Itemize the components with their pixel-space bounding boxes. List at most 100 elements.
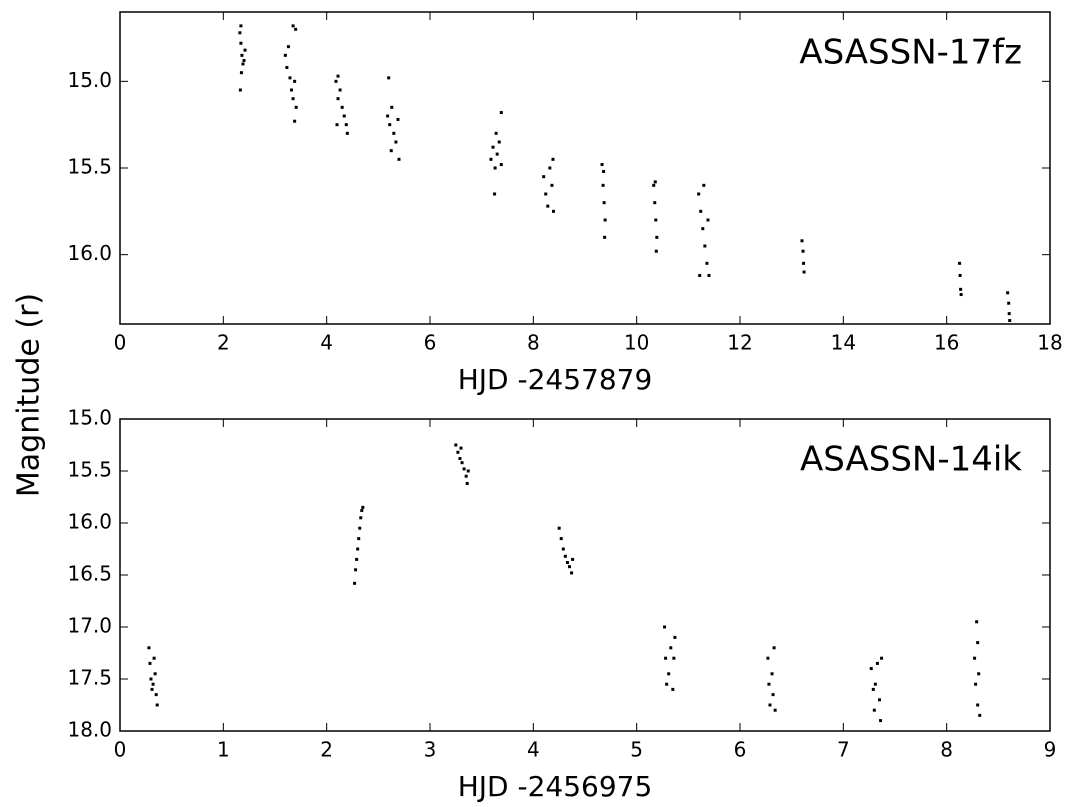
data-point — [872, 708, 876, 712]
data-point — [958, 261, 962, 265]
data-point — [147, 646, 151, 650]
data-point — [880, 656, 884, 660]
data-point — [154, 693, 158, 697]
data-point — [396, 117, 400, 121]
x-tick-label: 8 — [527, 331, 540, 355]
x-tick-label: 4 — [527, 738, 540, 762]
data-point — [294, 27, 298, 31]
data-point — [551, 157, 555, 161]
data-point — [871, 687, 875, 691]
data-point — [1007, 312, 1011, 316]
data-point — [667, 672, 671, 676]
x-tick-label: 6 — [734, 738, 747, 762]
data-point — [499, 111, 503, 115]
data-point — [701, 227, 705, 231]
data-point — [542, 175, 546, 179]
x-tick-label: 12 — [727, 331, 752, 355]
data-point — [977, 672, 981, 676]
data-point — [653, 201, 657, 205]
data-point — [340, 105, 344, 109]
data-point — [243, 48, 247, 52]
data-point — [873, 682, 877, 686]
y-tick-label: 16.5 — [67, 562, 112, 586]
data-point — [456, 450, 460, 454]
data-point — [497, 140, 501, 144]
y-tick-label: 18.0 — [67, 718, 112, 742]
data-point — [493, 166, 497, 170]
data-point — [241, 62, 245, 66]
data-point — [601, 183, 605, 187]
data-point — [959, 293, 963, 297]
data-point — [342, 114, 346, 118]
data-point — [148, 661, 152, 665]
data-point — [462, 467, 466, 471]
data-point — [703, 244, 707, 248]
data-point — [344, 123, 348, 127]
data-point — [360, 509, 364, 513]
data-point — [772, 646, 776, 650]
data-point — [493, 192, 497, 196]
data-point — [654, 249, 658, 253]
data-point — [389, 149, 393, 153]
data-point — [548, 166, 552, 170]
y-tick-label: 17.0 — [67, 614, 112, 638]
data-point — [150, 687, 154, 691]
data-point — [489, 157, 493, 161]
y-tick-label: 15.5 — [67, 155, 112, 179]
data-point — [802, 261, 806, 265]
data-point — [149, 677, 153, 681]
data-point — [361, 505, 365, 509]
data-point — [559, 537, 563, 541]
x-tick-label: 4 — [320, 331, 333, 355]
data-point — [465, 481, 469, 485]
data-point — [336, 97, 340, 101]
data-point — [1008, 319, 1012, 323]
data-point — [353, 581, 357, 585]
data-point — [768, 703, 772, 707]
data-point — [359, 516, 363, 520]
data-point — [151, 682, 155, 686]
x-tick-label: 16 — [934, 331, 959, 355]
data-point — [665, 682, 669, 686]
data-point — [293, 119, 297, 123]
data-point — [563, 554, 567, 558]
x-tick-label: 1 — [217, 738, 230, 762]
x-tick-label: 5 — [630, 738, 643, 762]
data-point — [702, 183, 706, 187]
annotation: ASASSN-14ik — [800, 440, 1022, 480]
x-tick-label: 2 — [320, 738, 333, 762]
data-point — [338, 88, 342, 92]
data-point — [978, 713, 982, 717]
data-point — [494, 131, 498, 135]
data-point — [602, 201, 606, 205]
data-point — [802, 270, 806, 274]
data-point — [388, 123, 392, 127]
data-point — [671, 687, 675, 691]
data-point — [602, 169, 606, 173]
data-point — [357, 537, 361, 541]
data-point — [544, 192, 548, 196]
data-point — [698, 273, 702, 277]
data-point — [238, 31, 242, 35]
data-point — [959, 287, 963, 291]
data-point — [568, 565, 571, 569]
data-point — [495, 152, 499, 156]
data-point — [869, 667, 873, 671]
data-point — [565, 561, 569, 565]
data-point — [390, 105, 394, 109]
y-tick-label: 15.0 — [67, 406, 112, 430]
y-tick-label: 15.0 — [67, 68, 112, 92]
data-point — [285, 65, 289, 69]
data-point — [397, 157, 401, 161]
data-point — [1006, 291, 1010, 295]
data-point — [459, 446, 463, 450]
data-point — [155, 703, 159, 707]
annotation: ASASSN-17fz — [799, 33, 1022, 73]
data-point — [458, 457, 462, 461]
data-point — [239, 71, 243, 75]
data-point — [571, 557, 575, 561]
data-point — [663, 625, 667, 629]
data-point — [975, 620, 979, 624]
data-point — [240, 53, 244, 57]
data-point — [454, 443, 458, 447]
